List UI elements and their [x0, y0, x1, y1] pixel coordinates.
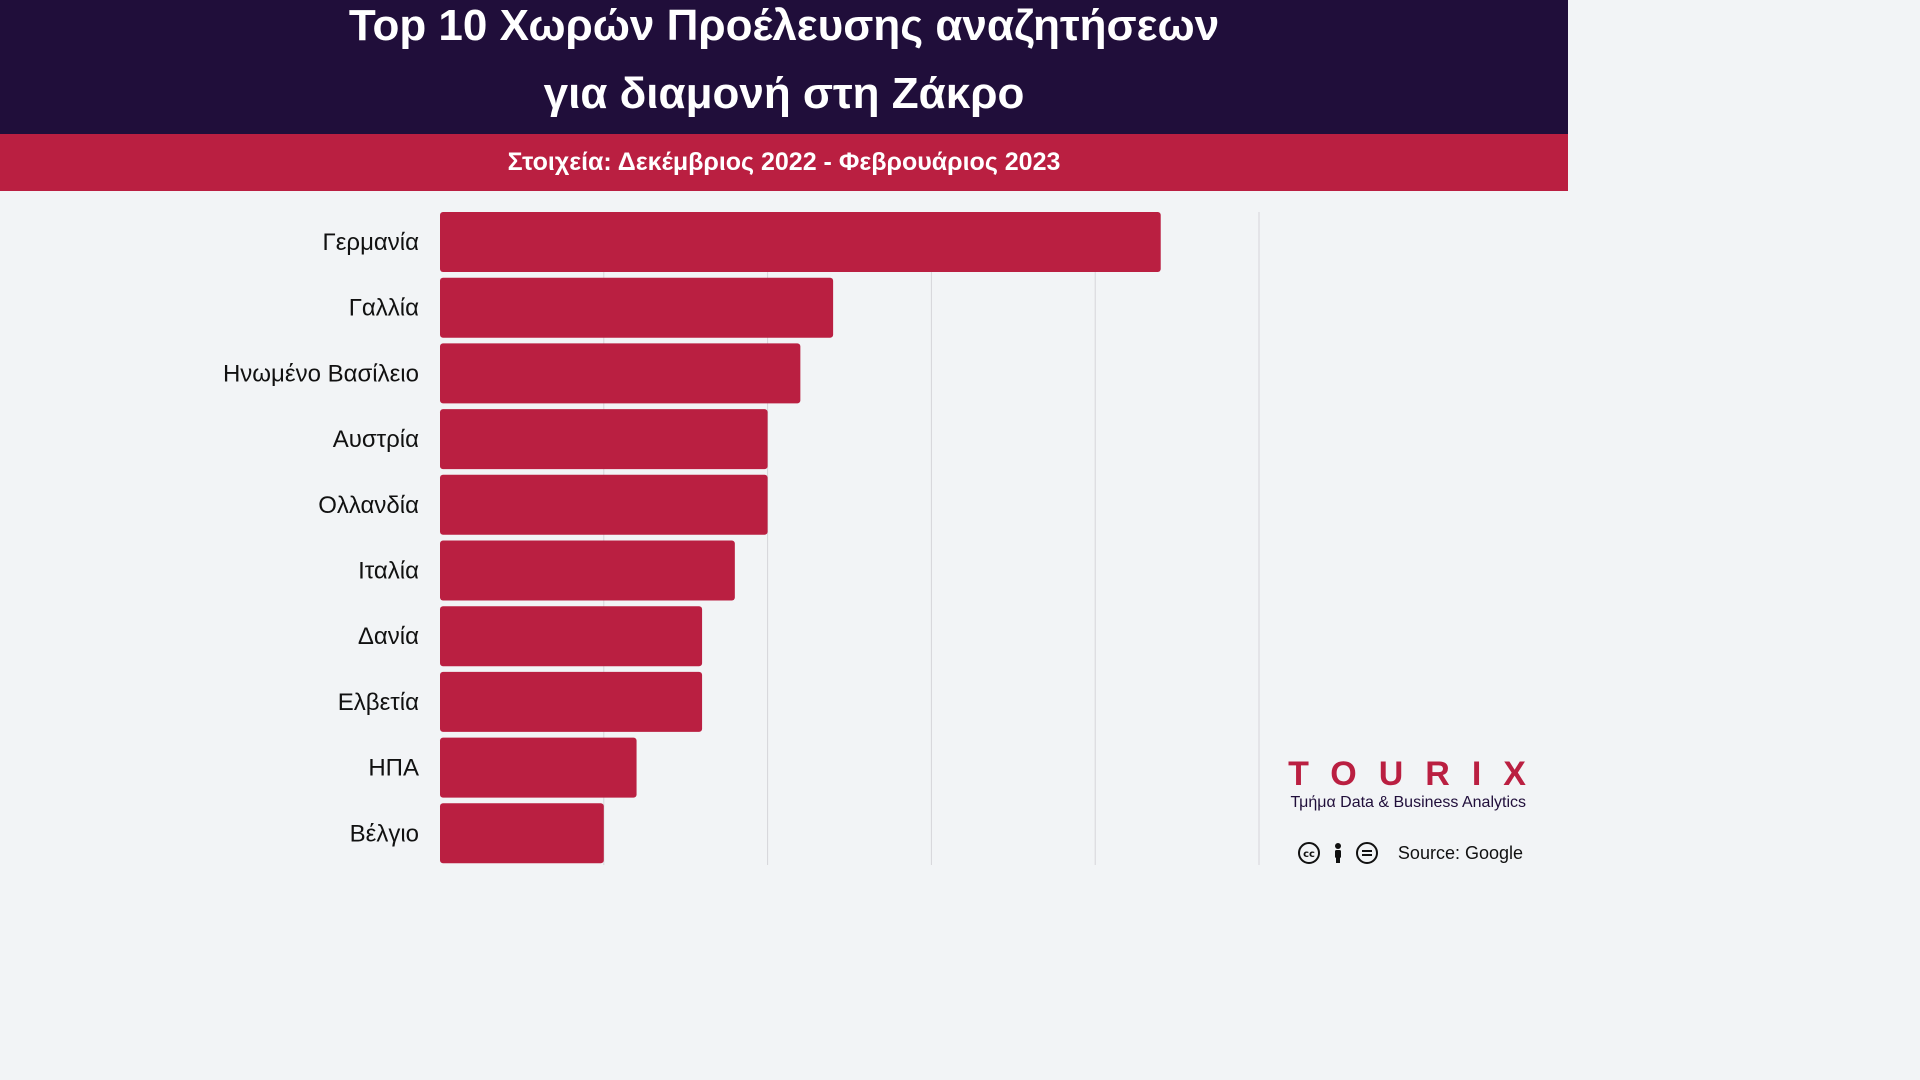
bar — [440, 277, 834, 338]
bar — [440, 343, 801, 404]
category-label: ΗΠΑ — [368, 755, 419, 782]
bar — [440, 737, 637, 798]
category-label: Γερμανία — [323, 229, 420, 256]
equals-icon — [1355, 842, 1378, 864]
chart-title-line-1: Top 10 Χωρών Προέλευσης αναζητήσεων — [348, 1, 1220, 50]
category-label: Αυστρία — [333, 426, 419, 453]
category-label: Βέλγιο — [350, 820, 419, 847]
category-label: Ολλανδία — [318, 492, 419, 519]
chart-header: Top 10 Χωρών Προέλευσης αναζητήσεων για … — [0, 0, 1568, 134]
svg-text:cc: cc — [1303, 849, 1315, 860]
brand-block: TOURIX Τμήμα Data & Business Analytics — [1288, 756, 1526, 812]
category-label: Ιταλία — [358, 558, 419, 585]
bar — [440, 212, 1161, 272]
bar — [440, 540, 735, 601]
footer: cc Source: Google — [1297, 838, 1523, 868]
date-range-banner: Στοιχεία: Δεκέμβριος 2022 - Φεβρουάριος … — [0, 134, 1568, 191]
category-label: Ηνωμένο Βασίλειο — [223, 360, 419, 387]
bar — [440, 803, 604, 864]
person-icon — [1334, 843, 1341, 863]
chart-title-line-2: για διαμονή στη Ζάκρο — [543, 69, 1025, 118]
bar — [440, 409, 768, 470]
category-label: Γαλλία — [349, 295, 419, 322]
bar — [440, 474, 768, 535]
brand-subtitle: Τμήμα Data & Business Analytics — [1290, 794, 1527, 811]
source-label: Source: Google — [1397, 842, 1523, 863]
bar-chart: Γερμανία Γαλλία Ηνωμένο Βασίλειο Αυστρία Ολλ… — [223, 212, 1260, 865]
bar — [440, 606, 703, 667]
bar — [440, 671, 703, 732]
category-label: Ελβετία — [338, 689, 419, 716]
brand-logo: TOURIX — [1288, 755, 1548, 793]
cc-icon: cc — [1297, 842, 1320, 864]
category-label: Δανία — [358, 623, 419, 650]
